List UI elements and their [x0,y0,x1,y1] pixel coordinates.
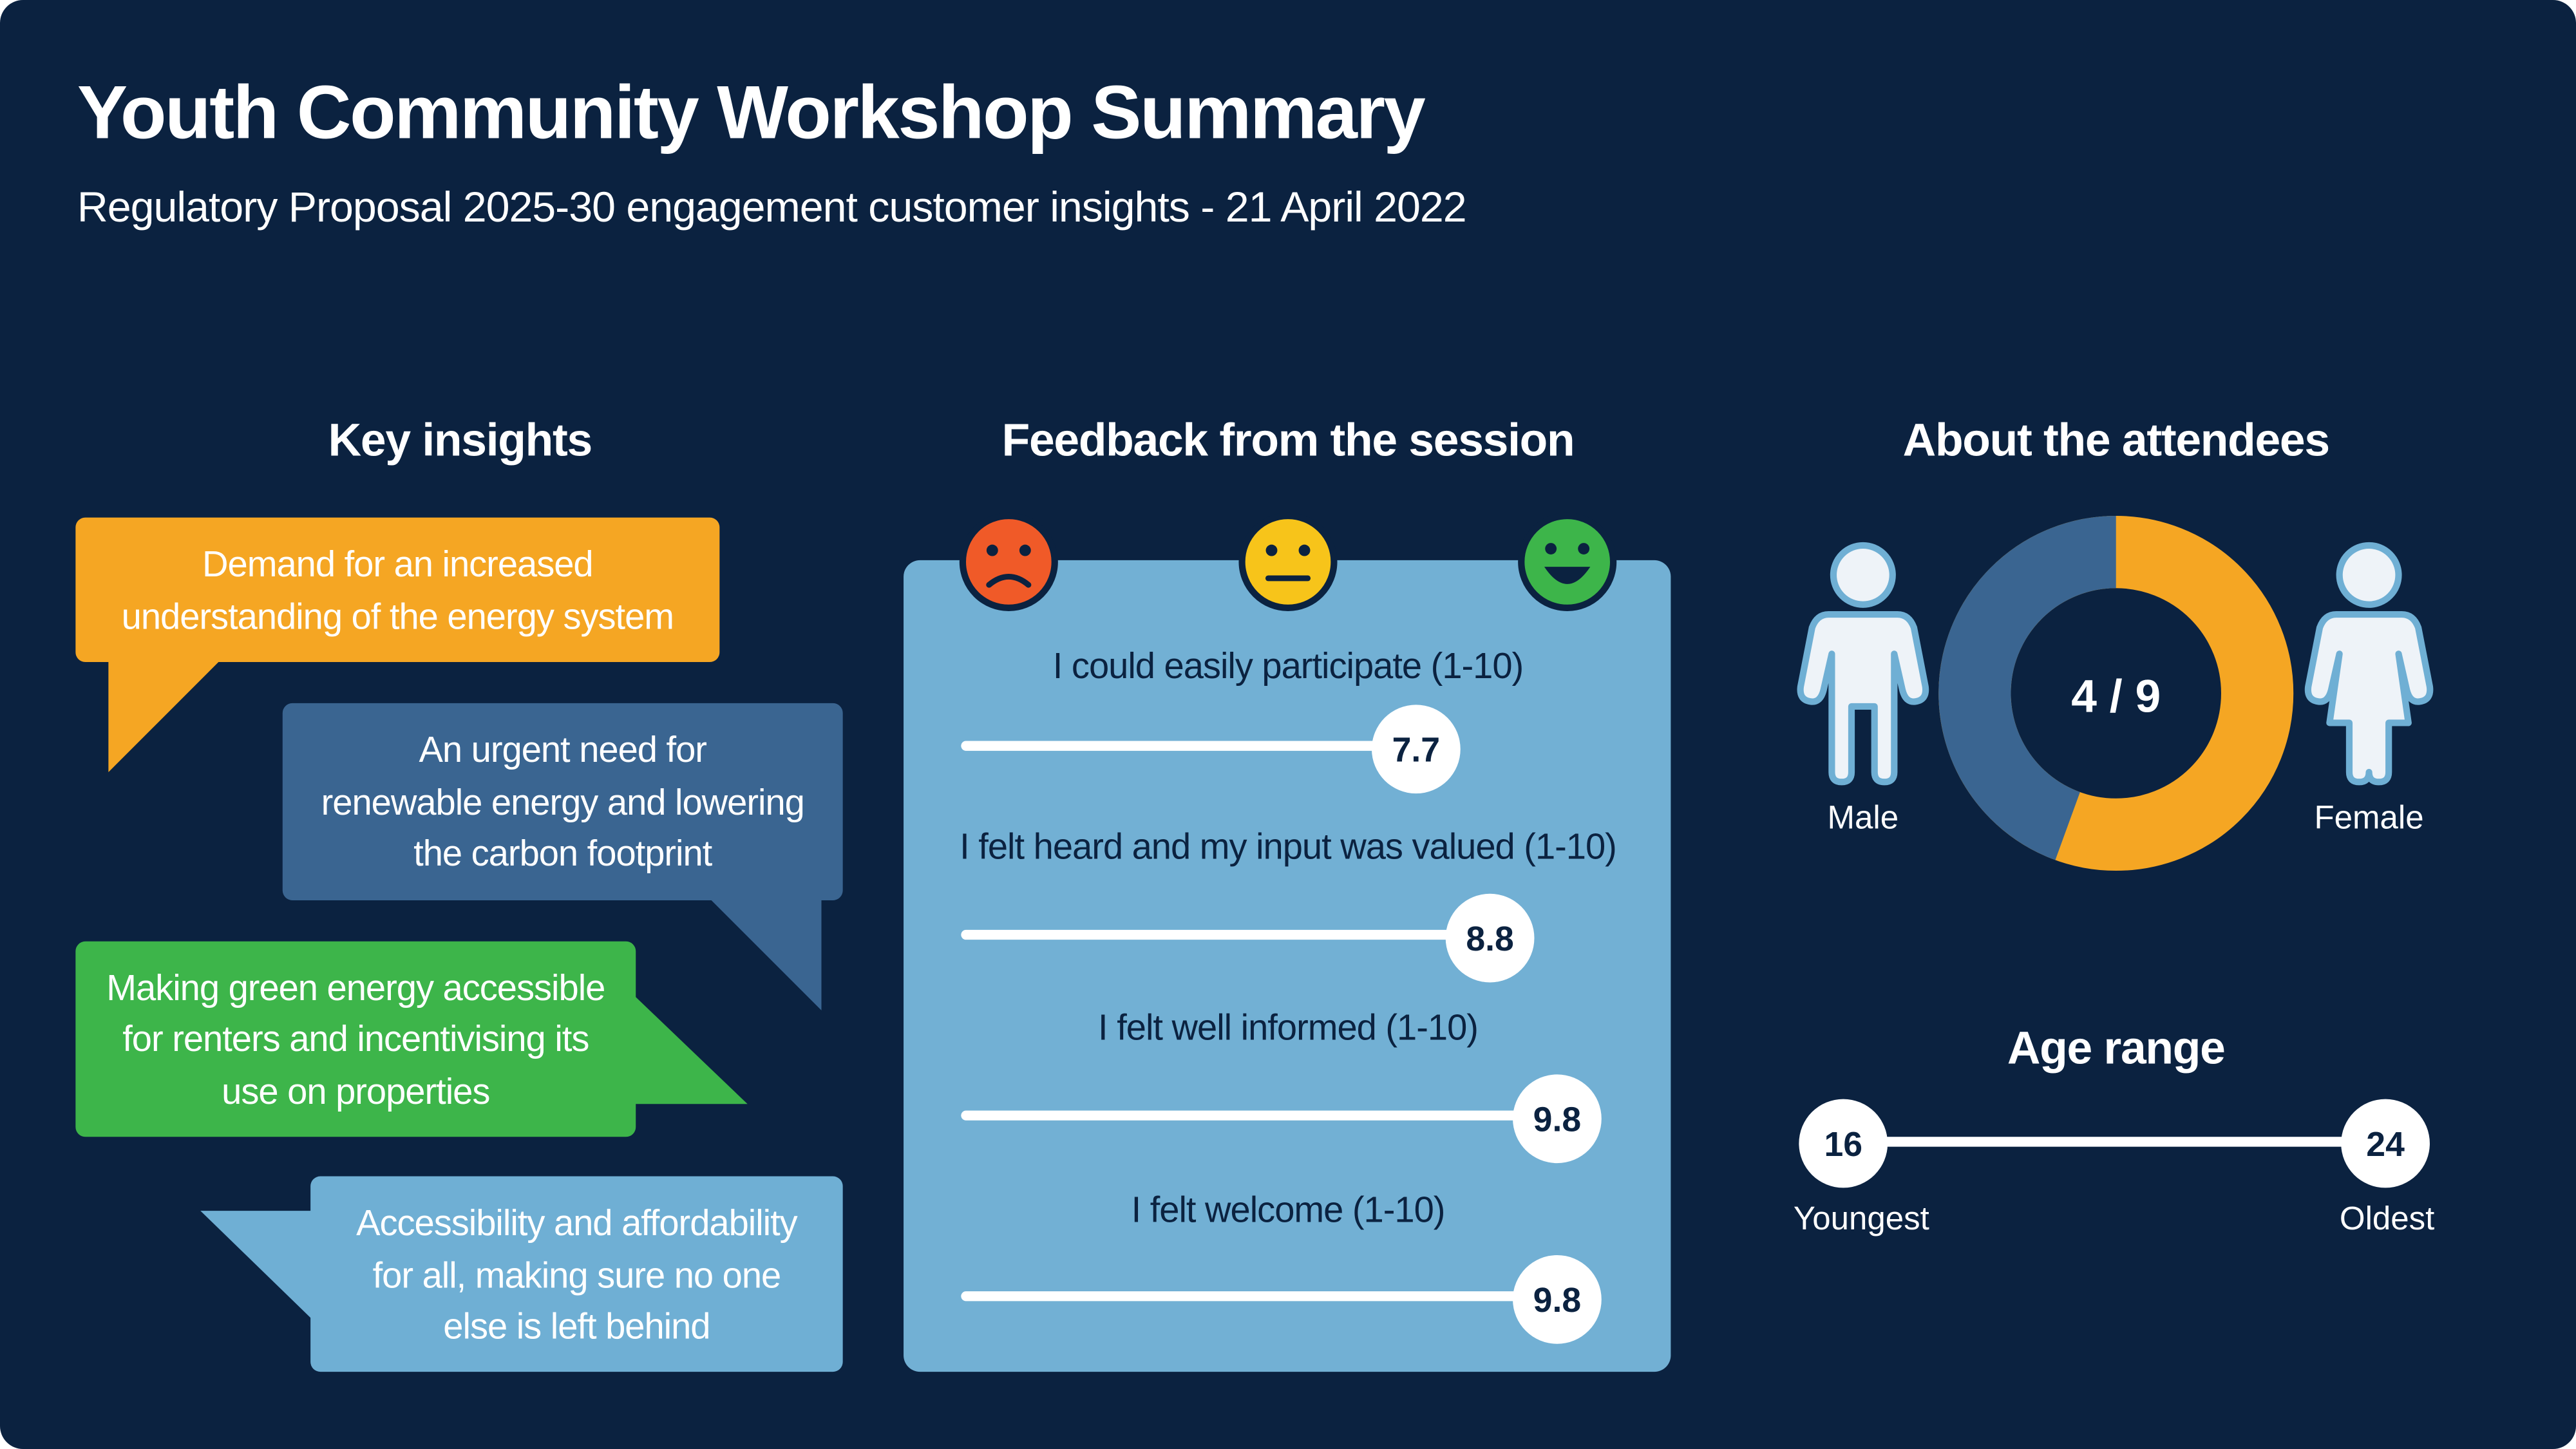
female-label: Female [2315,799,2424,835]
male-figure [1797,542,1929,786]
age-knob [1799,1099,1888,1188]
section-heading: Age range [2007,1023,2225,1074]
insight-text: use on properties [222,1071,489,1112]
insight-text: understanding of the energy system [122,596,674,637]
feedback-score: 8.8 [1466,920,1513,958]
feedback-question: I felt heard and my input was valued (1-… [960,826,1616,867]
donut-label: 4 / 9 [2071,671,2161,723]
insight-text: An urgent need for [419,729,707,770]
age-knob [2341,1099,2430,1188]
section-heading: About the attendees [1903,415,2329,466]
donut-male [1938,516,2117,860]
insight-text: renewable energy and lowering [321,782,804,822]
youngest-value: 16 [1824,1126,1862,1164]
title: Youth Community Workshop Summary [77,70,1426,155]
face-happy [1518,512,1617,611]
feedback-question: I felt well informed (1-10) [1098,1007,1478,1047]
subtitle: Regulatory Proposal 2025-30 engagement c… [77,184,1466,231]
feedback-knob [1513,1074,1602,1164]
feedback-knob [1513,1255,1602,1344]
section-heading: Feedback from the session [1002,415,1575,466]
youngest-label: Youngest [1794,1200,1929,1236]
feedback-score: 9.8 [1533,1282,1581,1320]
feedback-knob [1445,893,1535,983]
insight-bubble [310,1176,843,1372]
feedback-score: 9.8 [1533,1101,1581,1139]
insight-bubble [75,941,636,1137]
insight-bubble [75,517,720,663]
feedback-question: I felt welcome (1-10) [1132,1189,1445,1229]
insight-bubble [282,703,843,900]
feedback-panel [904,560,1671,1372]
feedback-question: I could easily participate (1-10) [1053,645,1523,686]
face-neutral [1238,512,1338,611]
oldest-label: Oldest [2340,1200,2434,1236]
insight-text: for all, making sure no one [373,1255,781,1296]
feedback-score: 7.7 [1392,732,1440,770]
face-sad [959,512,1058,611]
male-label: Male [1828,799,1899,835]
feedback-knob [1371,705,1461,794]
insight-text: for renters and incentivising its [122,1018,589,1059]
female-figure [2304,542,2434,786]
insight-text: Making green energy accessible [106,967,605,1008]
insight-text: Demand for an increased [202,544,593,584]
insight-text: else is left behind [443,1306,710,1347]
insight-text: Accessibility and affordability [356,1202,798,1243]
insight-text: the carbon footprint [413,833,713,873]
oldest-value: 24 [2366,1126,2405,1164]
section-heading: Key insights [328,415,592,466]
